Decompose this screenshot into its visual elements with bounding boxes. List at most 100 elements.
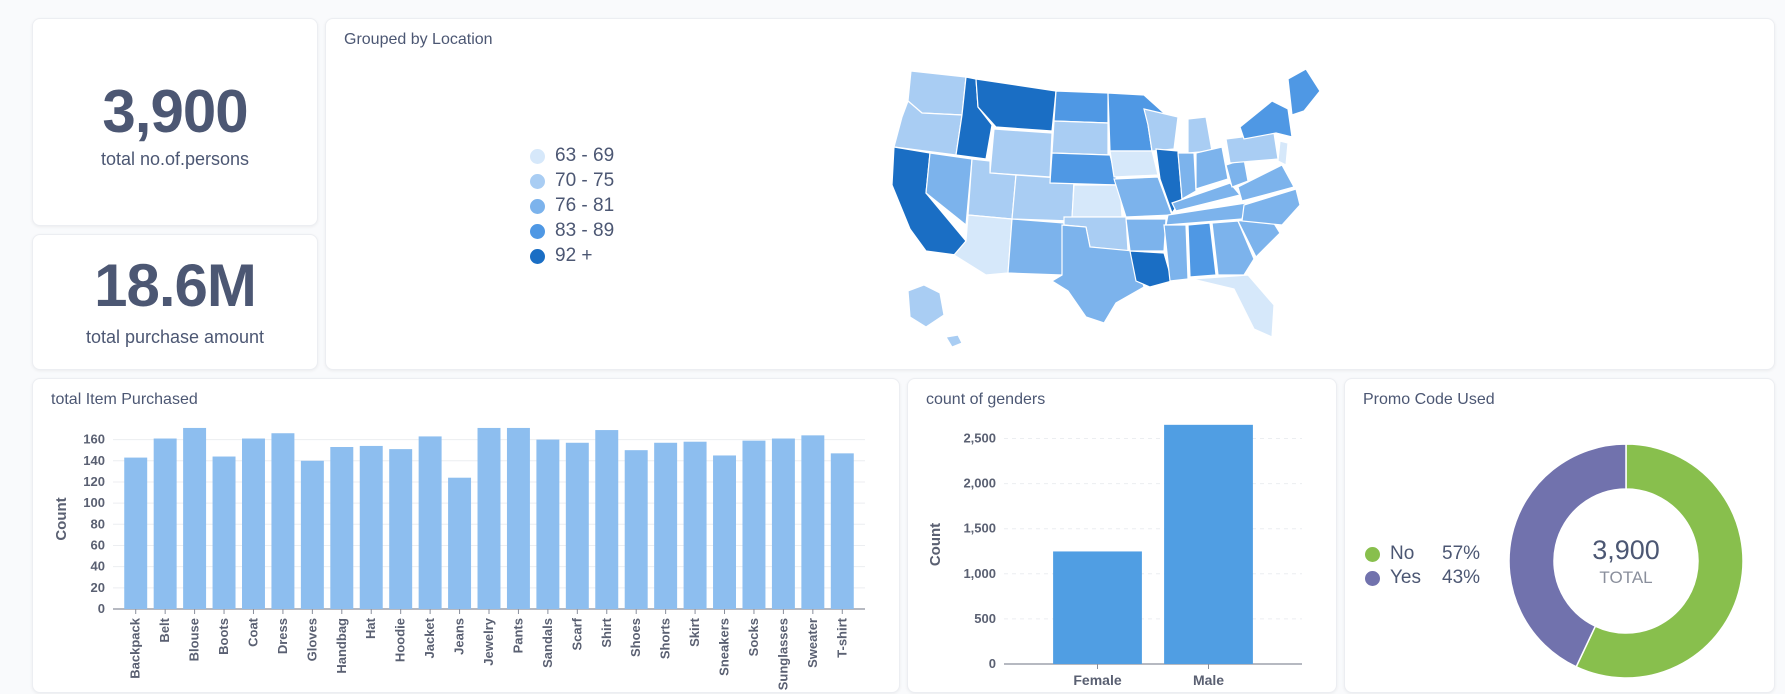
x-tick-label: Dress bbox=[275, 618, 290, 654]
y-tick-label: 0 bbox=[98, 601, 105, 616]
bar-sweater[interactable] bbox=[801, 435, 825, 609]
state-north-dakota[interactable] bbox=[1053, 90, 1109, 124]
x-tick-label: Male bbox=[1193, 672, 1224, 688]
bar-hat[interactable] bbox=[359, 445, 383, 609]
y-axis-label: Count bbox=[53, 497, 70, 540]
y-tick-label: 1,000 bbox=[963, 566, 996, 581]
donut-total-label: TOTAL bbox=[1599, 568, 1652, 587]
y-tick-label: 40 bbox=[91, 559, 105, 574]
state-texas[interactable] bbox=[1050, 224, 1145, 324]
items-purchased-card[interactable]: total Item Purchased 0 20 40 60 80 100 120 140 1… bbox=[32, 378, 900, 693]
bar-sandals[interactable] bbox=[536, 439, 560, 609]
map-legend-dot bbox=[530, 248, 545, 264]
state-new-jersey[interactable] bbox=[1277, 140, 1289, 166]
map-legend-label: 92 + bbox=[555, 245, 593, 266]
persons-value: 3,900 bbox=[102, 78, 248, 145]
slice-yes[interactable] bbox=[1508, 443, 1627, 668]
promo-card[interactable]: Promo Code Used No 57% Yes 43% 3,900 TOTAL bbox=[1344, 378, 1775, 693]
state-montana[interactable] bbox=[975, 78, 1057, 132]
state-new-york[interactable] bbox=[1239, 100, 1293, 140]
x-tick-label: Blouse bbox=[187, 618, 202, 661]
bar-shorts[interactable] bbox=[654, 442, 678, 609]
bar-male[interactable] bbox=[1164, 424, 1253, 664]
bar-boots[interactable] bbox=[212, 456, 236, 609]
state-nevada[interactable] bbox=[925, 152, 973, 227]
genders-card[interactable]: count of genders 0 500 1,000 1,500 2,000 2,50… bbox=[907, 378, 1337, 693]
bar-jewelry[interactable] bbox=[477, 427, 501, 609]
map-legend-label: 76 - 81 bbox=[555, 195, 615, 216]
state-ohio[interactable] bbox=[1195, 146, 1229, 190]
x-tick-label: Belt bbox=[157, 617, 172, 642]
state-arkansas[interactable] bbox=[1125, 218, 1167, 252]
state-michigan[interactable] bbox=[1187, 116, 1213, 154]
state-florida[interactable] bbox=[1191, 274, 1275, 338]
x-tick-label: Skirt bbox=[687, 617, 702, 647]
y-tick-label: 80 bbox=[91, 516, 105, 531]
bar-socks[interactable] bbox=[742, 440, 766, 609]
map-legend-item-63-69[interactable]: 63 - 69 bbox=[530, 145, 614, 167]
bar-jacket[interactable] bbox=[418, 436, 442, 609]
y-tick-label: 0 bbox=[989, 656, 996, 671]
bar-skirt[interactable] bbox=[683, 441, 707, 609]
bar-sneakers[interactable] bbox=[713, 455, 737, 609]
y-tick-label: 120 bbox=[83, 474, 105, 489]
map-legend-dot bbox=[530, 173, 545, 189]
state-louisiana[interactable] bbox=[1129, 250, 1173, 288]
purchase-scalar-card[interactable]: 18.6M total purchase amount bbox=[32, 234, 318, 370]
state-georgia[interactable] bbox=[1211, 220, 1255, 276]
map-legend-item-76-81[interactable]: 76 - 81 bbox=[530, 195, 614, 217]
bar-belt[interactable] bbox=[153, 438, 177, 609]
bar-pants[interactable] bbox=[506, 427, 530, 609]
state-alaska[interactable] bbox=[907, 284, 945, 328]
persons-scalar-card[interactable]: 3,900 total no.of.persons bbox=[32, 18, 318, 226]
y-tick-label: 2,000 bbox=[963, 476, 996, 491]
bar-sunglasses[interactable] bbox=[771, 438, 795, 609]
bar-female[interactable] bbox=[1053, 551, 1142, 664]
bar-backpack[interactable] bbox=[124, 457, 148, 609]
bar-dress[interactable] bbox=[271, 433, 295, 609]
state-indiana[interactable] bbox=[1177, 152, 1197, 200]
promo-legend-label: No bbox=[1390, 543, 1415, 564]
bar-shirt[interactable] bbox=[595, 430, 619, 609]
map-legend-item-83-89[interactable]: 83 - 89 bbox=[530, 220, 614, 242]
map-legend-dot bbox=[530, 148, 545, 164]
x-tick-label: Hoodie bbox=[393, 618, 408, 662]
map-legend-item-70-75[interactable]: 70 - 75 bbox=[530, 170, 614, 192]
items-chart-title: total Item Purchased bbox=[51, 391, 198, 408]
bar-hoodie[interactable] bbox=[389, 449, 413, 609]
state-hawaii[interactable] bbox=[945, 334, 963, 348]
bar-handbag[interactable] bbox=[330, 447, 354, 609]
bar-shoes[interactable] bbox=[624, 450, 648, 609]
x-tick-label: Sweater bbox=[805, 618, 820, 668]
state-iowa[interactable] bbox=[1109, 150, 1159, 178]
state-new-mexico[interactable] bbox=[1007, 218, 1065, 276]
promo-legend-item-yes[interactable]: Yes 43% bbox=[1365, 567, 1480, 589]
state-nebraska[interactable] bbox=[1049, 152, 1119, 186]
promo-legend-item-no[interactable]: No 57% bbox=[1365, 543, 1480, 565]
state-mississippi[interactable] bbox=[1163, 224, 1189, 282]
slice-no[interactable] bbox=[1575, 443, 1744, 679]
location-map-card[interactable]: Grouped by Location 63 - 69 70 - 75 76 - 8… bbox=[325, 18, 1775, 370]
state-wyoming[interactable] bbox=[989, 128, 1053, 178]
state-virginia[interactable] bbox=[1237, 164, 1295, 202]
promo-legend-dot bbox=[1365, 570, 1380, 586]
bar-scarf[interactable] bbox=[565, 442, 589, 609]
state-kansas[interactable] bbox=[1071, 184, 1123, 218]
state-alabama[interactable] bbox=[1187, 222, 1217, 278]
bar-coat[interactable] bbox=[241, 438, 265, 609]
promo-legend-percent: 57% bbox=[1442, 543, 1481, 564]
state-south-dakota[interactable] bbox=[1051, 120, 1109, 156]
us-choropleth-map[interactable] bbox=[326, 19, 1776, 371]
state-north-carolina[interactable] bbox=[1241, 188, 1301, 226]
x-tick-label: Handbag bbox=[334, 618, 349, 674]
state-new-england[interactable] bbox=[1287, 68, 1321, 116]
persons-label: total no.of.persons bbox=[100, 149, 250, 169]
bar-t-shirt[interactable] bbox=[830, 453, 854, 609]
map-legend-item-92[interactable]: 92 + bbox=[530, 245, 593, 267]
bar-gloves[interactable] bbox=[300, 460, 324, 609]
bar-jeans[interactable] bbox=[448, 477, 472, 609]
state-arizona[interactable] bbox=[953, 214, 1013, 276]
y-tick-label: 20 bbox=[91, 580, 105, 595]
bar-blouse[interactable] bbox=[183, 427, 207, 609]
y-tick-label: 100 bbox=[83, 495, 105, 510]
